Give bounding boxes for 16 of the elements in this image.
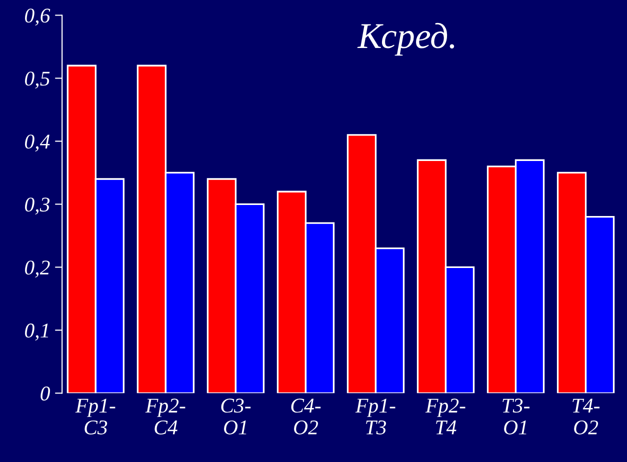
y-tick-label: 0 bbox=[40, 386, 50, 401]
y-tick-label: 0,3 bbox=[25, 198, 50, 215]
y-tick-label: 0,1 bbox=[25, 324, 48, 341]
x-tick-label: C3- O1 bbox=[221, 398, 251, 434]
y-tick-label: 0,4 bbox=[25, 134, 50, 152]
x-tick-label: Fp2- C4 bbox=[145, 398, 186, 434]
x-tick-label: Fp1- T3 bbox=[355, 398, 396, 434]
y-tick-label: 0,6 bbox=[25, 8, 50, 26]
x-tick-label: T3- O1 bbox=[502, 398, 530, 434]
x-tick-label: T4- O2 bbox=[572, 398, 600, 434]
x-tick-label: Fp2- T4 bbox=[425, 398, 466, 434]
x-tick-label: C4- O2 bbox=[291, 398, 321, 434]
chart-title: Ксред. bbox=[357, 22, 454, 56]
y-tick-label: 0,2 bbox=[25, 260, 50, 278]
x-tick-label: Fp1- C3 bbox=[75, 398, 116, 434]
y-tick-label: 0,5 bbox=[25, 72, 50, 89]
